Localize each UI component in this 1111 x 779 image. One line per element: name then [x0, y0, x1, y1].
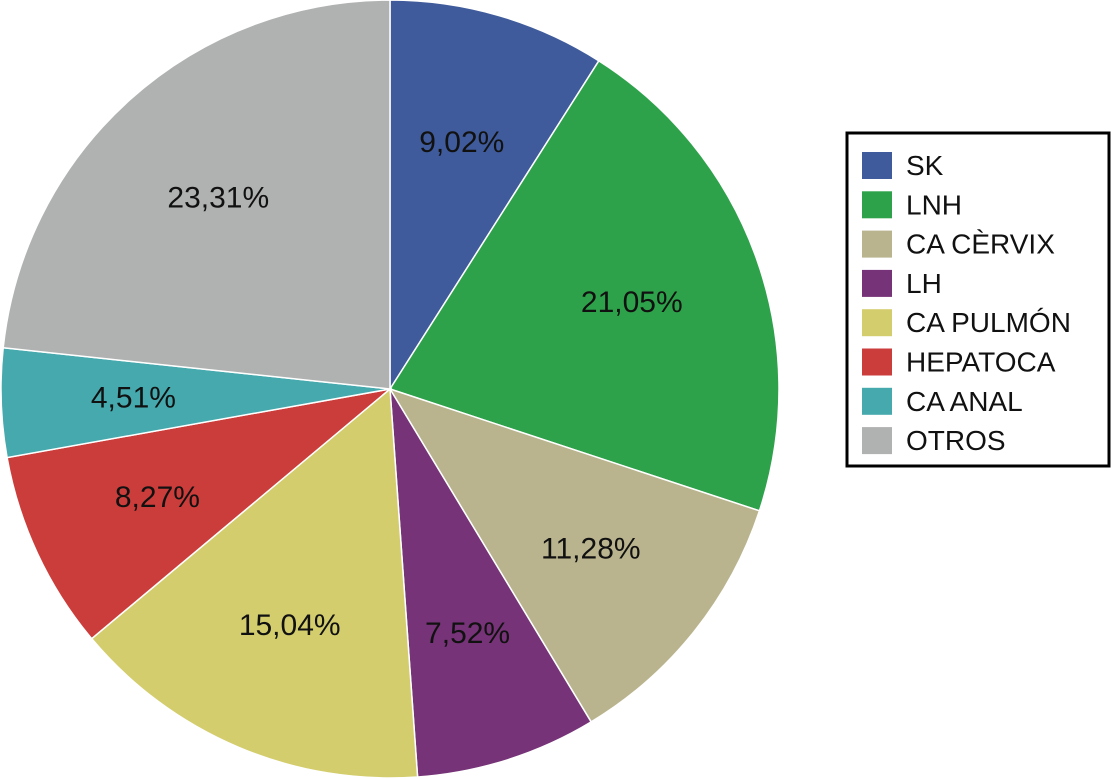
legend-swatch-lnh — [862, 191, 892, 219]
pie-slice-hepatoca — [6, 387, 393, 640]
legend-label-ca-anal: CA ANAL — [906, 386, 1023, 417]
pie-label-ca-cervix: 11,28% — [541, 533, 641, 566]
pie-label-lh: 7,52% — [425, 617, 510, 650]
legend-label-lnh: LNH — [906, 189, 962, 220]
legend-swatch-otros — [862, 427, 892, 455]
legend-label-hepatoca: HEPATOCA — [906, 347, 1056, 378]
legend-swatch-sk — [862, 152, 892, 179]
legend-swatch-ca-cervix — [862, 230, 892, 258]
legend-label-otros: OTROS — [906, 425, 1006, 456]
pie-slice-lh — [389, 388, 593, 778]
pie-label-sk: 9,02% — [419, 126, 504, 159]
legend-swatch-ca-anal — [862, 387, 892, 415]
pie-slice-ca-pulmon — [90, 387, 419, 779]
pie-label-hepatoca: 8,27% — [115, 481, 200, 514]
legend-label-ca-pulmon: CA PULMÓN — [906, 307, 1071, 338]
legend-label-sk: SK — [906, 150, 944, 181]
pie-slice-lnh — [388, 59, 780, 512]
pie-slice-otros — [2, 0, 391, 390]
pie-label-lnh: 21,05% — [581, 286, 683, 319]
pie-slice-sk — [389, 0, 600, 392]
legend-swatch-ca-pulmon — [862, 309, 892, 337]
pie-label-ca-pulmon: 15,04% — [239, 609, 341, 642]
legend-label-lh: LH — [906, 268, 942, 299]
pie-slice-ca-cervix — [388, 387, 761, 723]
legend-label-ca-cervix: CA CÈRVIX — [906, 229, 1055, 260]
legend: SK LNH CA CÈRVIX LH CA PULMÓN HEPATOCA CA ANAL… — [845, 131, 1111, 468]
legend-swatch-hepatoca — [862, 348, 892, 376]
pie-slice-labels: 9,02% 21,05% 11,28% 7,52% 15,04% 8,27% 4,51% 23… — [91, 126, 683, 650]
legend-swatch-lh — [862, 269, 892, 297]
pie-label-otros: 23,31% — [167, 182, 269, 215]
pie-slices — [0, 0, 780, 779]
pie-label-ca-anal: 4,51% — [91, 382, 176, 415]
